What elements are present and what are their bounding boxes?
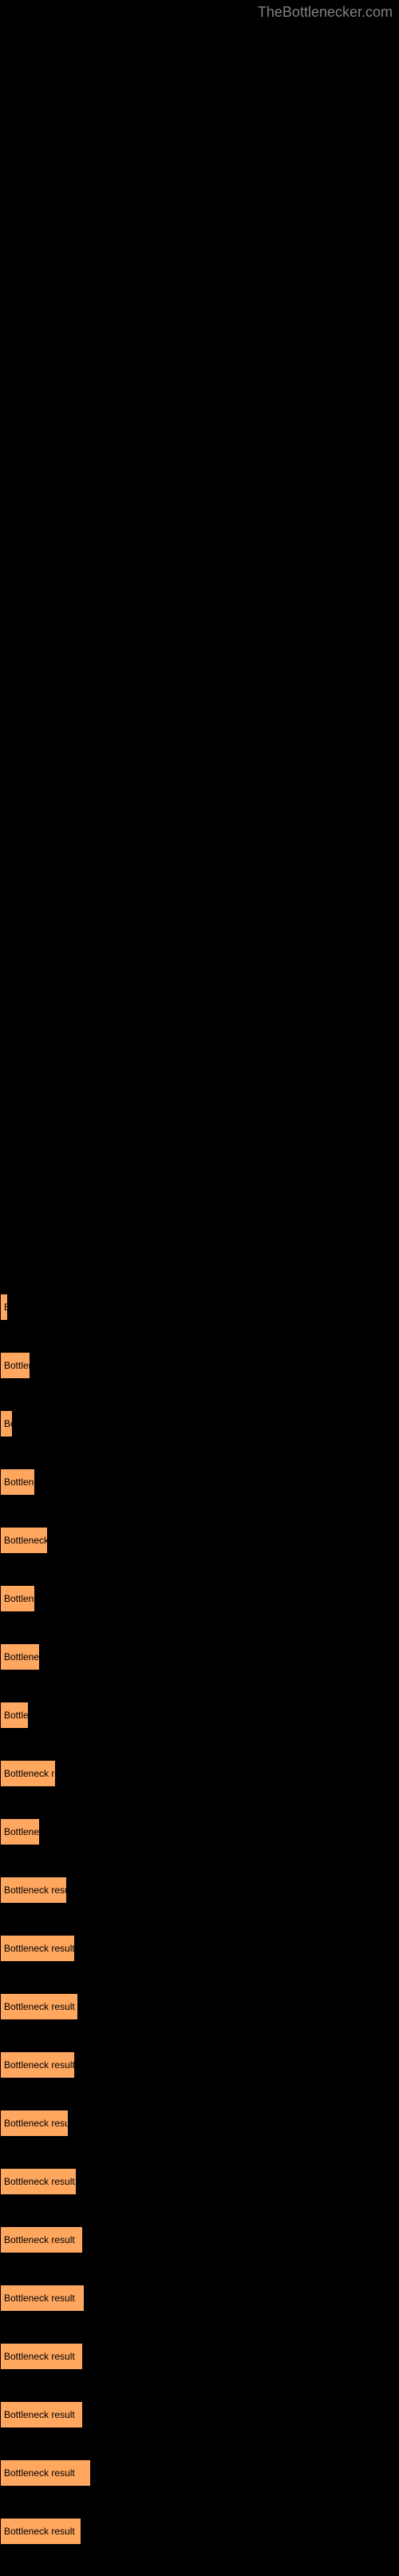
bar: Bottler [0,1352,30,1379]
bar-row: Bottleneck result [0,2518,399,2545]
bar: Bottlenec [0,1818,40,1845]
bar-row: Bottle [0,1702,399,1729]
bar-row: Bottlene [0,1468,399,1496]
bar-label: Bottleneck result [4,2467,75,2479]
bar-row: Bottleneck result [0,2285,399,2312]
bar: Bottlene [0,1468,35,1496]
bar-row: Bottleneck result [0,1935,399,1962]
watermark-text: TheBottlenecker.com [258,4,393,21]
bar-label: Bo [4,1418,12,1429]
bar-label: Bottleneck result [4,2409,75,2420]
bar-label: Bottleneck result [4,2001,75,2012]
bar-label: Bottleneck result [4,1943,74,1954]
bar-label: Bottleneck result [4,2176,75,2187]
bar: Bottlenec [0,1643,40,1670]
bar-label: Bottleneck result [4,2351,75,2362]
bar-label: Bottleneck result [4,2293,75,2304]
bar: Bottleneck result [0,2051,75,2079]
bar: Bottleneck result [0,2168,77,2195]
bar-row: Bottler [0,1352,399,1379]
bar-row: Bottleneck result [0,2401,399,2428]
bar-chart-container: B Bottler Bo Bottlene Bottleneck Bottlene Bott… [0,1294,399,2576]
bar-row: Bottleneck result [0,2343,399,2370]
bar: Bottleneck result [0,2285,85,2312]
bar-label: B [4,1302,7,1313]
bar: Bottleneck resu [0,2110,69,2137]
bar-label: Bottlenec [4,1651,39,1663]
bar-label: Bottlene [4,1593,34,1604]
bar-row: Bottlenec [0,1818,399,1845]
bar-row: Bottleneck r [0,1760,399,1787]
bar: Bottle [0,1702,29,1729]
bar: Bottleneck result [0,2226,83,2253]
bar-row: Bottleneck result [0,2226,399,2253]
bar-label: Bottle [4,1710,28,1721]
bar: Bottleneck result [0,2518,81,2545]
bar-row: Bottleneck result [0,2168,399,2195]
bar: Bo [0,1410,13,1437]
bar-label: Bottleneck result [4,2526,75,2537]
bar-row: Bo [0,1410,399,1437]
bar-row: B [0,1294,399,1321]
bar: Bottleneck r [0,1760,56,1787]
bar: Bottlene [0,1585,35,1612]
bar-row: Bottleneck result [0,1993,399,2020]
bar: Bottleneck result [0,1935,75,1962]
bar: Bottleneck result [0,2401,83,2428]
bar: Bottleneck result [0,2343,83,2370]
bar-row: Bottleneck resu [0,2110,399,2137]
bar-label: Bottlene [4,1476,34,1488]
bar-label: Bottleneck result [4,2059,74,2071]
bar: Bottleneck resu [0,1877,67,1904]
bar-row: Bottleneck resu [0,1877,399,1904]
bar-label: Bottleneck r [4,1768,54,1779]
bar: Bottleneck result [0,1993,78,2020]
bar: B [0,1294,8,1321]
bar-label: Bottler [4,1360,30,1371]
bar: Bottleneck [0,1527,48,1554]
bar-label: Bottleneck resu [4,2118,68,2129]
bar-label: Bottleneck resu [4,1884,66,1896]
bar-row: Bottlenec [0,1643,399,1670]
bar-row: Bottleneck result [0,2051,399,2079]
bar-row: Bottleneck [0,1527,399,1554]
bar-row: Bottleneck result [0,2459,399,2487]
bar: Bottleneck result [0,2459,91,2487]
bar-label: Bottlenec [4,1826,39,1837]
bar-label: Bottleneck [4,1535,47,1546]
bar-label: Bottleneck result [4,2234,75,2245]
bar-row: Bottlene [0,1585,399,1612]
